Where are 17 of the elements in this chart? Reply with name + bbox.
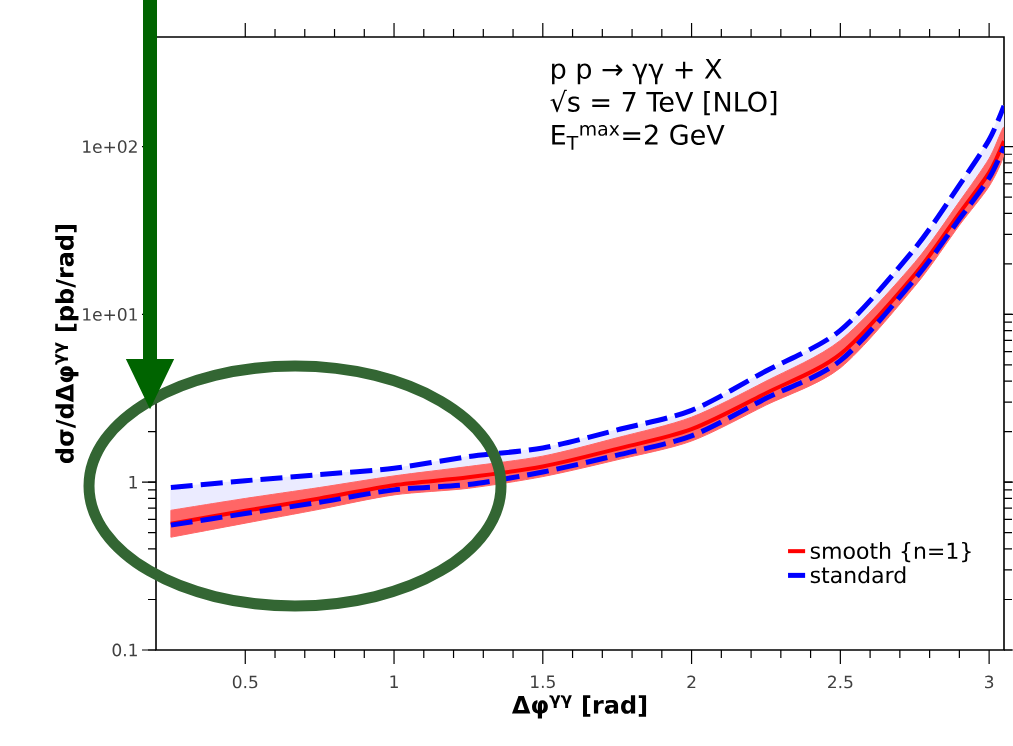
x-tick-label: 1 <box>390 675 398 688</box>
y-tick-label: 1e+02 <box>83 140 137 154</box>
annotation: E$_{T}$$^{max}$=2 GeV <box>552 124 725 150</box>
x-tick-label: 3 <box>985 675 994 689</box>
y-tick-label: 1 <box>129 476 137 489</box>
annotation: √s = 7 TeV [NLO] <box>550 89 777 116</box>
x-tick-label: 1.5 <box>531 675 555 689</box>
y-tick-label: 0.1 <box>112 643 137 657</box>
annotation: p p → γγ + X <box>552 58 722 85</box>
x-tick-label: 2 <box>687 675 696 689</box>
x-axis-title: Δφ$^{γγ}$ [rad] <box>511 695 647 719</box>
x-tick-label: 2.5 <box>828 675 853 689</box>
x-tick-label: 0.5 <box>232 675 258 689</box>
legend-label: smooth {n=1} <box>810 542 971 563</box>
y-tick-label: 1e+01 <box>83 307 137 321</box>
y-axis-title: dσ/dΔφ$^{γγ}$ [pb/rad] <box>55 224 79 463</box>
legend-label: standard <box>810 566 906 584</box>
